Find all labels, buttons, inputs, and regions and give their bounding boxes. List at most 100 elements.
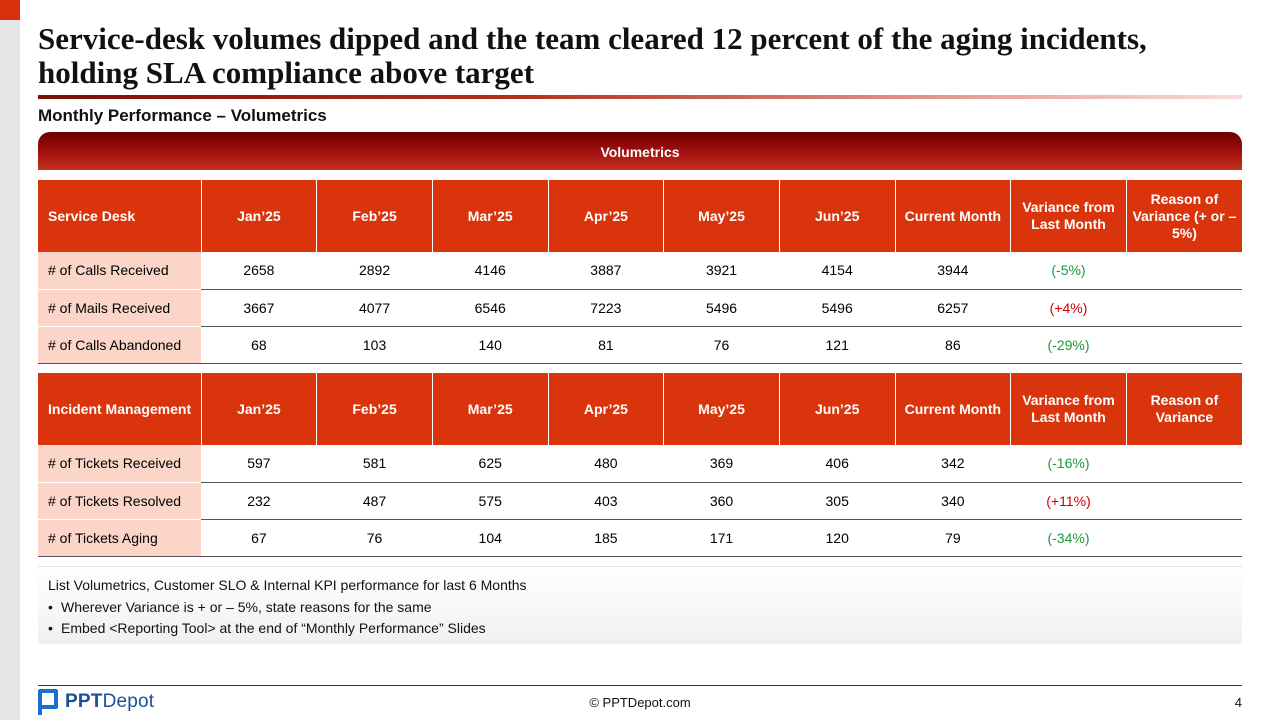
value-cell: 76: [316, 519, 433, 557]
reason-cell: [1126, 445, 1242, 483]
notes-bullet-text: Embed <Reporting Tool> at the end of “Mo…: [61, 620, 486, 636]
variance-cell: (+11%): [1010, 482, 1127, 520]
table-row: # of Mails Received 3667 4077 6546 7223 …: [38, 289, 1242, 327]
slide-subtitle: Monthly Performance – Volumetrics: [38, 106, 327, 125]
header-cell: Variance from Last Month: [1010, 373, 1127, 445]
current-month-cell: 86: [895, 326, 1011, 364]
value-cell: 369: [663, 445, 780, 483]
notes-intro: List Volumetrics, Customer SLO & Interna…: [48, 577, 527, 593]
value-cell: 597: [201, 445, 317, 483]
value-cell: 81: [548, 326, 664, 364]
table-row: # of Calls Abandoned 68 103 140 81 76 12…: [38, 326, 1242, 364]
variance-cell: (-29%): [1010, 326, 1127, 364]
header-cell: Current Month: [895, 180, 1012, 252]
value-cell: 171: [663, 519, 780, 557]
value-cell: 305: [779, 482, 896, 520]
current-month-cell: 342: [895, 445, 1011, 483]
value-cell: 406: [779, 445, 896, 483]
value-cell: 487: [316, 482, 433, 520]
value-cell: 76: [663, 326, 780, 364]
header-cell: Jun’25: [779, 180, 896, 252]
pptdepot-logo: PPTDepot: [38, 689, 154, 715]
value-cell: 4146: [432, 252, 549, 290]
header-cell: Variance from Last Month: [1010, 180, 1127, 252]
header-cell: Mar’25: [432, 373, 549, 445]
value-cell: 581: [316, 445, 433, 483]
value-cell: 5496: [779, 289, 896, 327]
header-cell: Feb’25: [316, 180, 433, 252]
header-cell: Incident Management: [38, 373, 202, 445]
value-cell: 4077: [316, 289, 433, 327]
value-cell: 68: [201, 326, 317, 364]
pptdepot-logo-icon: [38, 689, 58, 715]
current-month-cell: 340: [895, 482, 1011, 520]
row-label: # of Calls Abandoned: [38, 326, 202, 364]
footer-divider: [38, 685, 1242, 686]
value-cell: 232: [201, 482, 317, 520]
notes-bullet: Wherever Variance is + or – 5%, state re…: [48, 597, 1232, 619]
reason-cell: [1126, 519, 1242, 557]
header-cell: Service Desk: [38, 180, 202, 252]
row-label: # of Mails Received: [38, 289, 202, 327]
header-cell: Jun’25: [779, 373, 896, 445]
variance-cell: (+4%): [1010, 289, 1127, 327]
current-month-cell: 3944: [895, 252, 1011, 290]
value-cell: 575: [432, 482, 549, 520]
header-cell: Reason of Variance (+ or – 5%): [1126, 180, 1242, 252]
current-month-cell: 6257: [895, 289, 1011, 327]
row-label: # of Calls Received: [38, 252, 202, 290]
left-margin-bar: [0, 0, 20, 720]
header-cell: May’25: [663, 180, 780, 252]
row-label: # of Tickets Received: [38, 445, 202, 483]
value-cell: 6546: [432, 289, 549, 327]
corner-accent: [0, 0, 20, 20]
reason-cell: [1126, 482, 1242, 520]
header-cell: Jan’25: [201, 180, 318, 252]
value-cell: 2658: [201, 252, 317, 290]
value-cell: 103: [316, 326, 433, 364]
variance-cell: (-16%): [1010, 445, 1127, 483]
variance-cell: (-5%): [1010, 252, 1127, 290]
value-cell: 5496: [663, 289, 780, 327]
current-month-cell: 79: [895, 519, 1011, 557]
row-label: # of Tickets Resolved: [38, 482, 202, 520]
header-cell: Apr’25: [548, 373, 665, 445]
incident-management-table: Incident Management Jan’25 Feb’25 Mar’25…: [38, 373, 1242, 557]
service-desk-table: Service Desk Jan’25 Feb’25 Mar’25 Apr’25…: [38, 180, 1242, 364]
header-cell: Mar’25: [432, 180, 549, 252]
header-cell: Jan’25: [201, 373, 318, 445]
row-label: # of Tickets Aging: [38, 519, 202, 557]
page-number: 4: [1234, 695, 1242, 710]
table-header-row: Service Desk Jan’25 Feb’25 Mar’25 Apr’25…: [38, 180, 1242, 252]
reason-cell: [1126, 326, 1242, 364]
header-cell: May’25: [663, 373, 780, 445]
table-row: # of Calls Received 2658 2892 4146 3887 …: [38, 252, 1242, 290]
table-row: # of Tickets Aging 67 76 104 185 171 120…: [38, 519, 1242, 557]
title-divider: [38, 95, 1242, 99]
value-cell: 185: [548, 519, 664, 557]
notes-bullet-text: Wherever Variance is + or – 5%, state re…: [61, 598, 432, 615]
value-cell: 4154: [779, 252, 896, 290]
value-cell: 121: [779, 326, 896, 364]
variance-cell: (-34%): [1010, 519, 1127, 557]
reason-cell: [1126, 289, 1242, 327]
table-row: # of Tickets Resolved 232 487 575 403 36…: [38, 482, 1242, 520]
header-cell: Feb’25: [316, 373, 433, 445]
slide-title: Service-desk volumes dipped and the team…: [38, 21, 1147, 90]
value-cell: 120: [779, 519, 896, 557]
value-cell: 2892: [316, 252, 433, 290]
header-cell: Reason of Variance: [1126, 373, 1242, 445]
table-row: # of Tickets Received 597 581 625 480 36…: [38, 445, 1242, 483]
notes-box: List Volumetrics, Customer SLO & Interna…: [38, 566, 1242, 644]
reason-cell: [1126, 252, 1242, 290]
value-cell: 3667: [201, 289, 317, 327]
value-cell: 403: [548, 482, 664, 520]
value-cell: 480: [548, 445, 664, 483]
value-cell: 360: [663, 482, 780, 520]
value-cell: 140: [432, 326, 549, 364]
volumetrics-banner: Volumetrics: [38, 132, 1242, 170]
value-cell: 104: [432, 519, 549, 557]
value-cell: 67: [201, 519, 317, 557]
value-cell: 3921: [663, 252, 780, 290]
header-cell: Apr’25: [548, 180, 665, 252]
